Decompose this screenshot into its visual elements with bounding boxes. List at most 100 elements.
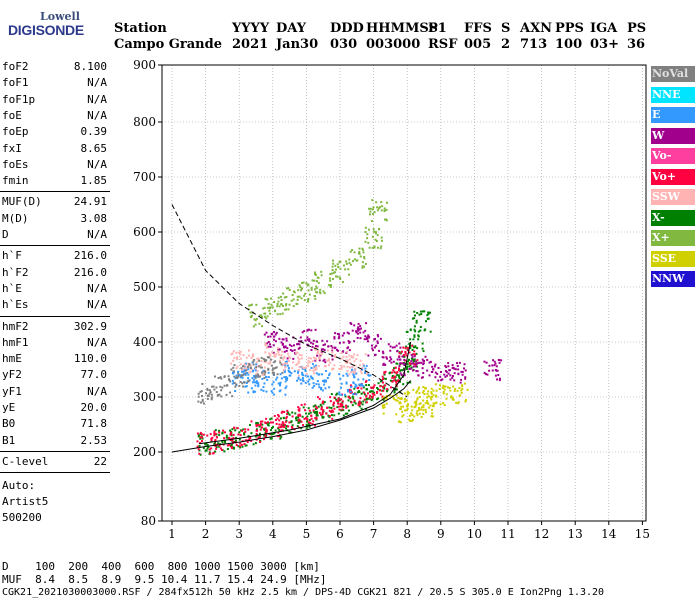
data-point bbox=[288, 303, 291, 306]
data-point bbox=[321, 411, 324, 414]
data-point bbox=[338, 333, 341, 336]
data-point bbox=[362, 378, 365, 381]
data-point bbox=[239, 442, 242, 445]
data-point bbox=[273, 367, 276, 370]
data-point bbox=[457, 372, 460, 375]
data-point bbox=[232, 436, 235, 439]
data-point bbox=[196, 445, 199, 448]
data-point bbox=[268, 352, 271, 355]
data-point bbox=[401, 415, 404, 418]
data-point bbox=[382, 363, 385, 366]
data-point bbox=[340, 357, 343, 360]
data-point bbox=[433, 365, 436, 368]
data-point bbox=[230, 368, 233, 371]
data-point bbox=[314, 404, 317, 407]
data-point bbox=[392, 379, 395, 382]
data-point bbox=[331, 355, 334, 358]
data-point bbox=[332, 410, 335, 413]
data-point bbox=[330, 406, 333, 409]
data-point bbox=[197, 435, 200, 438]
data-point bbox=[286, 347, 289, 350]
data-point bbox=[208, 392, 211, 395]
data-point bbox=[314, 369, 317, 372]
data-point bbox=[372, 206, 375, 209]
data-point bbox=[498, 358, 501, 361]
data-point bbox=[260, 356, 263, 359]
data-point bbox=[199, 401, 202, 404]
data-point bbox=[320, 413, 323, 416]
data-point bbox=[308, 424, 311, 427]
param-row-yE: yE 20.0 bbox=[2, 401, 107, 417]
data-point bbox=[298, 284, 301, 287]
param-name: h`F bbox=[2, 249, 22, 263]
data-point bbox=[396, 358, 399, 361]
data-point bbox=[293, 291, 296, 294]
data-point bbox=[374, 230, 377, 233]
data-point bbox=[413, 317, 416, 320]
data-point bbox=[316, 414, 319, 417]
data-point bbox=[315, 405, 318, 408]
data-point bbox=[337, 412, 340, 415]
data-point bbox=[395, 382, 398, 385]
data-point bbox=[305, 423, 308, 426]
data-point bbox=[313, 372, 316, 375]
data-point bbox=[205, 442, 208, 445]
data-point bbox=[382, 396, 385, 399]
data-point bbox=[405, 399, 408, 402]
data-point bbox=[458, 387, 461, 390]
data-point bbox=[377, 397, 380, 400]
data-point bbox=[429, 360, 432, 363]
data-point bbox=[286, 352, 289, 355]
data-point bbox=[410, 357, 413, 360]
data-point bbox=[451, 398, 454, 401]
data-point bbox=[224, 440, 227, 443]
data-point bbox=[263, 382, 266, 385]
data-point bbox=[358, 364, 361, 367]
data-point bbox=[400, 369, 403, 372]
data-point bbox=[359, 331, 362, 334]
data-point bbox=[432, 389, 435, 392]
data-point bbox=[328, 406, 331, 409]
data-point bbox=[353, 340, 356, 343]
data-point bbox=[316, 354, 319, 357]
data-point bbox=[329, 285, 332, 288]
data-point bbox=[249, 311, 252, 314]
data-point bbox=[357, 329, 360, 332]
data-point bbox=[328, 284, 331, 287]
data-point bbox=[268, 307, 271, 310]
data-point bbox=[309, 361, 312, 364]
data-point bbox=[373, 211, 376, 214]
data-point bbox=[444, 375, 447, 378]
y-tick-label: 200 bbox=[133, 445, 156, 459]
data-point bbox=[274, 419, 277, 422]
chart-grid bbox=[162, 65, 646, 521]
data-point bbox=[278, 348, 281, 351]
data-point bbox=[283, 376, 286, 379]
data-point bbox=[411, 418, 414, 421]
data-point bbox=[485, 361, 488, 364]
data-point bbox=[307, 359, 310, 362]
data-point bbox=[451, 364, 454, 367]
param-separator bbox=[0, 315, 110, 317]
data-point bbox=[283, 410, 286, 413]
header-value-11: 36 bbox=[627, 37, 646, 52]
data-point bbox=[225, 393, 228, 396]
param-row-foF1p: foF1p N/A bbox=[2, 93, 107, 109]
data-point bbox=[380, 209, 383, 212]
data-point bbox=[364, 329, 367, 332]
data-point bbox=[396, 371, 399, 374]
data-point bbox=[285, 295, 288, 298]
data-point bbox=[299, 378, 302, 381]
data-point bbox=[339, 386, 342, 389]
data-point bbox=[401, 410, 404, 413]
data-point bbox=[237, 445, 240, 448]
data-point bbox=[432, 405, 435, 408]
data-point bbox=[332, 262, 335, 265]
legend-item-w: W bbox=[651, 127, 695, 144]
data-point bbox=[366, 237, 369, 240]
data-point bbox=[248, 371, 251, 374]
data-point bbox=[356, 354, 359, 357]
data-point bbox=[316, 396, 319, 399]
data-point bbox=[344, 395, 347, 398]
data-point bbox=[447, 372, 450, 375]
